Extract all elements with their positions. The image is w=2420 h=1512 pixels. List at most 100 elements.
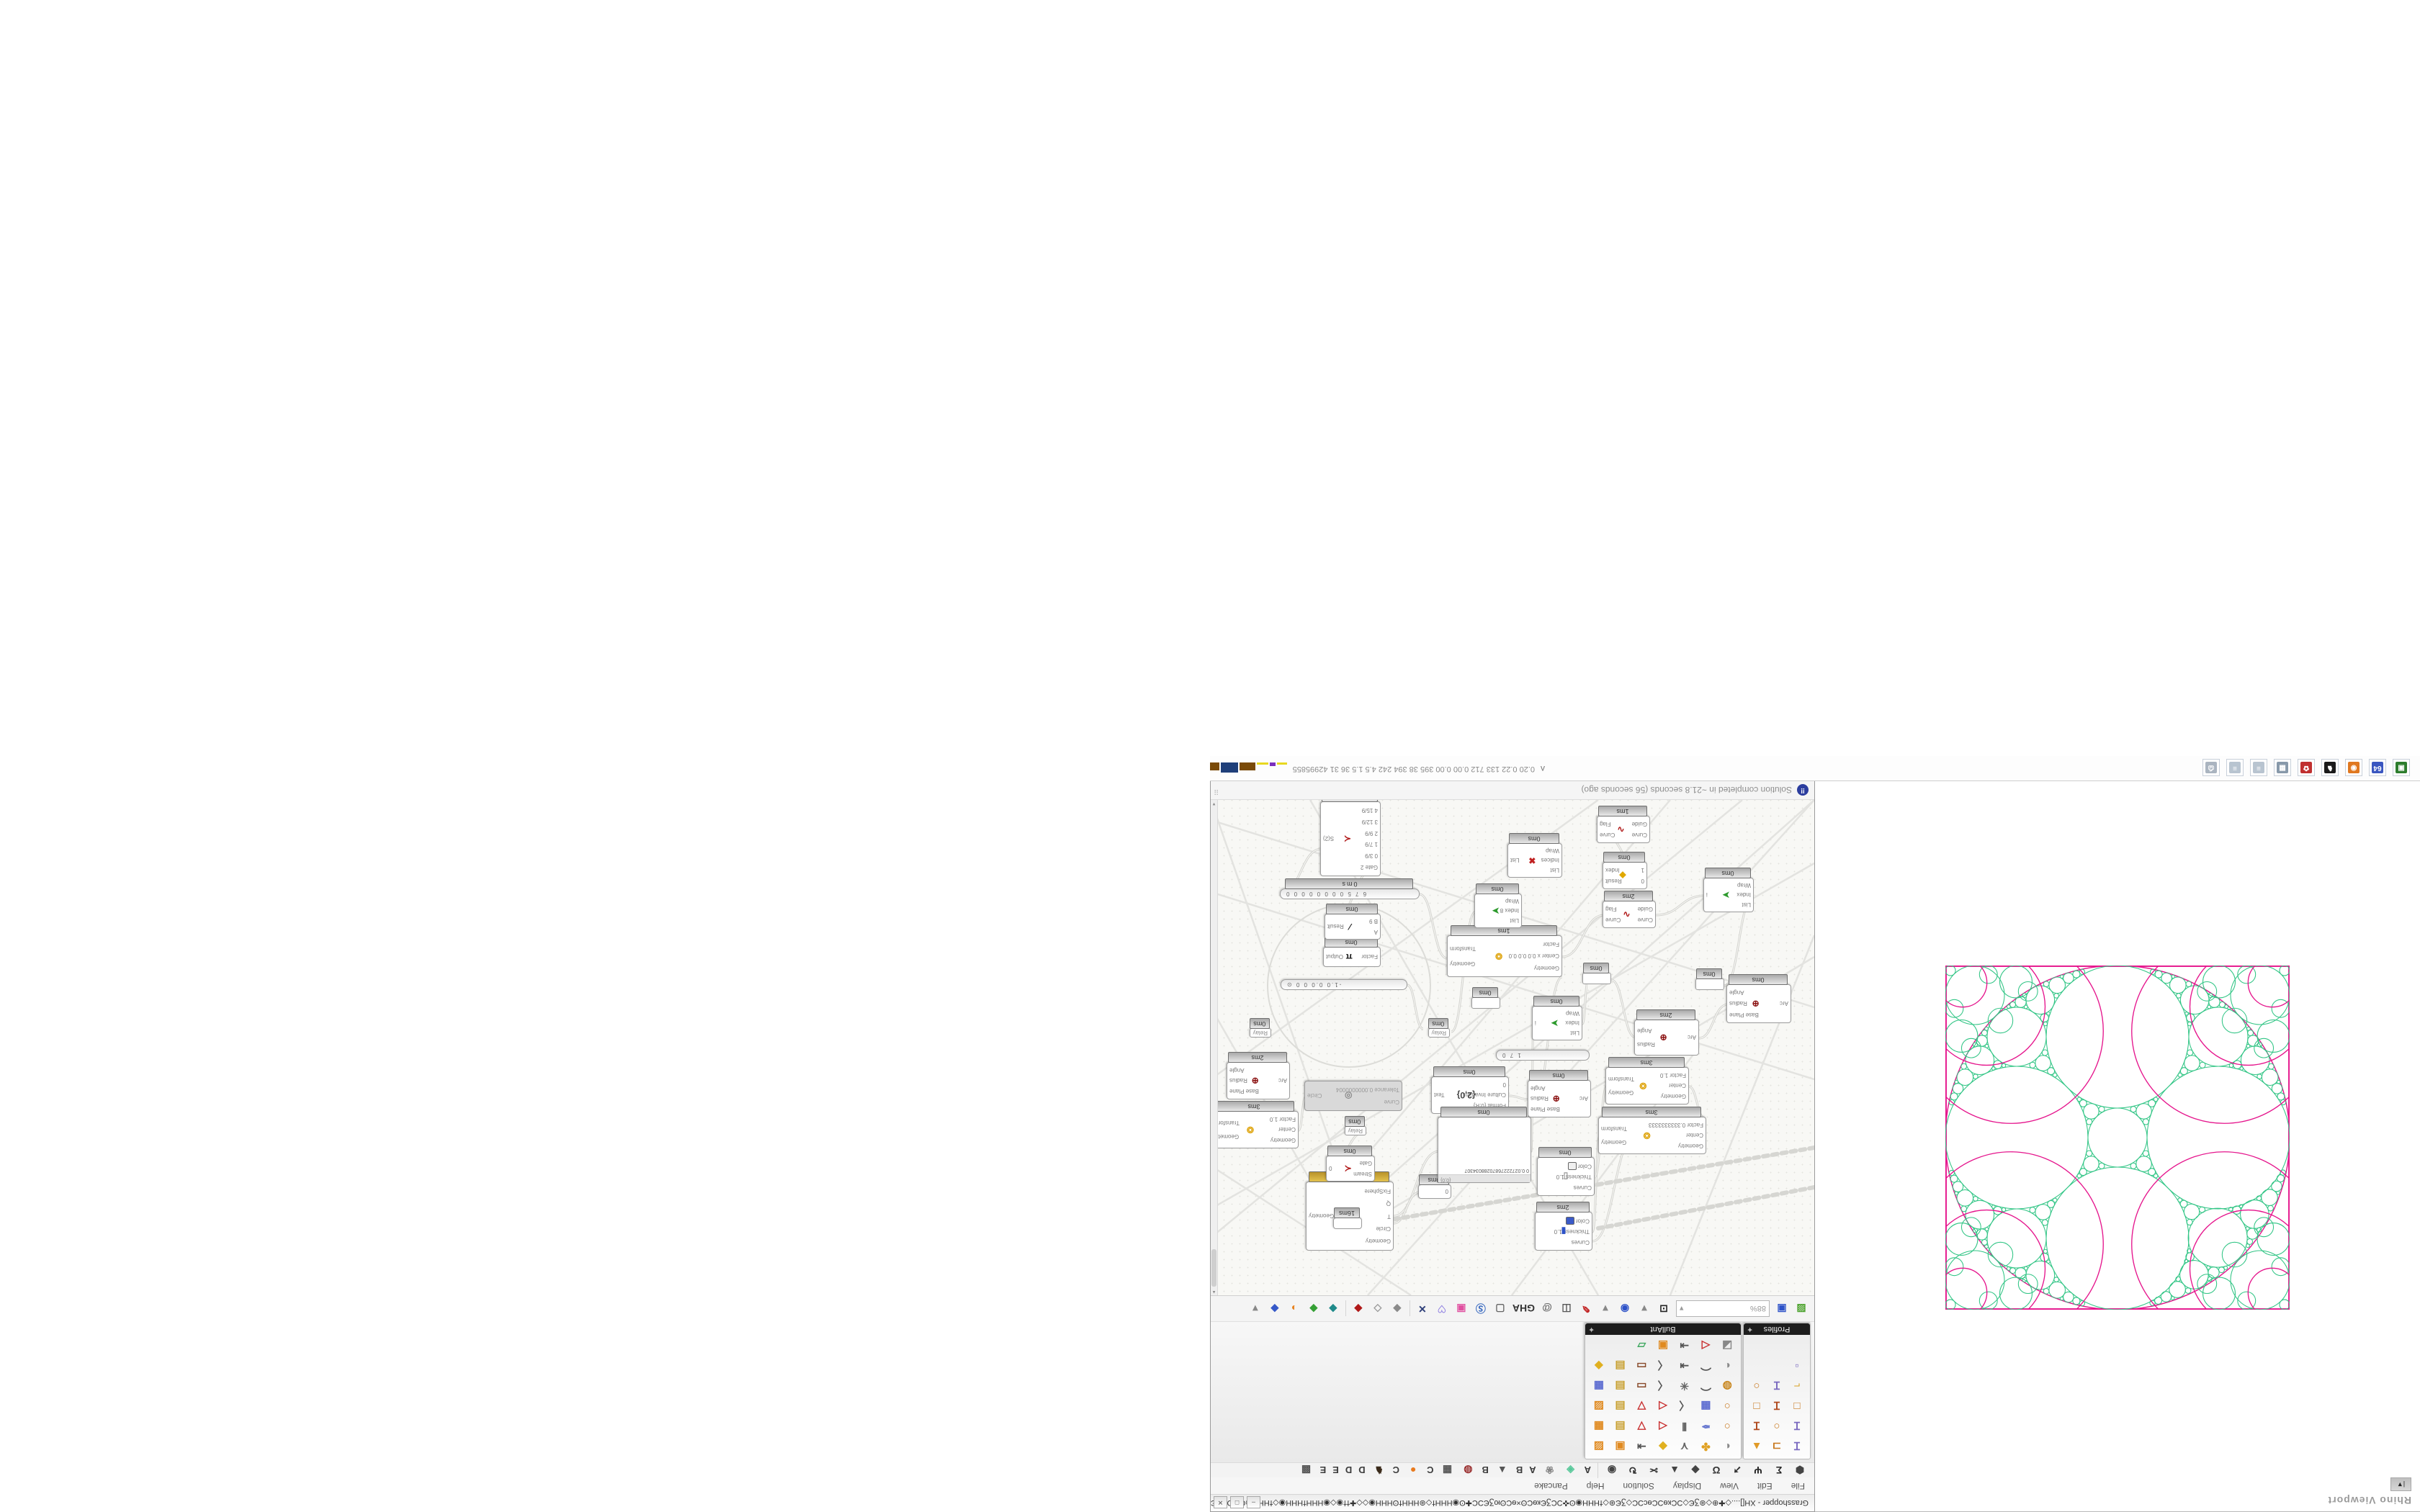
- menu-item-view[interactable]: View: [1720, 1481, 1739, 1491]
- plugin-tab[interactable]: A: [1584, 1464, 1591, 1476]
- gh-node[interactable]: Arc Radius Angle ⊕ 2ms: [1634, 1009, 1699, 1056]
- plugin-tab[interactable]: ▲: [1497, 1464, 1507, 1476]
- remote-icon[interactable]: @: [1542, 1302, 1552, 1315]
- palette-component-icon[interactable]: ◆: [1659, 1440, 1667, 1452]
- palette-component-icon[interactable]: ○: [1724, 1420, 1731, 1433]
- category-tab-icon[interactable]: ➚: [1733, 1464, 1742, 1477]
- plugin-tab[interactable]: ●: [1410, 1464, 1417, 1476]
- preview-wire-gem-icon[interactable]: ◇: [1373, 1303, 1382, 1315]
- gh-node[interactable]: Curves Thickness 1.0 Color ▮ 2ms: [1535, 1202, 1592, 1251]
- scroll-up-icon[interactable]: ▲: [1211, 1290, 1216, 1294]
- jump-node[interactable]: 0ms: [1695, 968, 1724, 990]
- menu-item-help[interactable]: Help: [1586, 1481, 1605, 1491]
- category-tab-icon[interactable]: Σ: [1775, 1464, 1783, 1476]
- scroll-thumb[interactable]: [1211, 1249, 1216, 1287]
- plugin-tab[interactable]: E: [1332, 1464, 1339, 1476]
- open-file-icon[interactable]: ▨: [1796, 1303, 1806, 1315]
- palette-component-icon[interactable]: ▽: [1637, 1420, 1646, 1432]
- palette-component-icon[interactable]: ○: [1724, 1400, 1731, 1413]
- palette-component-icon[interactable]: ▨: [1593, 1400, 1604, 1412]
- viewport-dropdown-button[interactable]: |▼: [2390, 1477, 2411, 1491]
- color-swatch[interactable]: [1567, 1161, 1577, 1170]
- palette-component-icon[interactable]: ⌐: [1793, 1380, 1801, 1392]
- gha-icon[interactable]: GHA: [1512, 1302, 1535, 1315]
- color-swatch[interactable]: [1565, 1216, 1574, 1225]
- palette-component-icon[interactable]: ◐: [1724, 1440, 1731, 1453]
- palette-component-icon[interactable]: Ｉ: [1791, 1419, 1803, 1432]
- resize-grip[interactable]: ⠿: [1213, 787, 1219, 795]
- palette-component-icon[interactable]: □: [1793, 1400, 1801, 1413]
- gem-orange-icon[interactable]: ◑: [1291, 1302, 1298, 1315]
- palette-component-icon[interactable]: ▲: [1751, 1440, 1762, 1453]
- palette-expand-icon[interactable]: ✦: [1747, 1325, 1754, 1333]
- gh-node[interactable]: List Index 8 Wrap ➤ 0ms: [1474, 883, 1522, 928]
- preview-eye-icon[interactable]: ◉: [1620, 1303, 1630, 1315]
- search-icon[interactable]: Ⓢ: [1475, 1302, 1486, 1315]
- gh-node[interactable]: Curve Guide Curve Flag ∿ 1ms: [1597, 806, 1650, 843]
- taskbar-app-icon[interactable]: ≡: [2250, 759, 2267, 776]
- palette-component-icon[interactable]: ◁: [1659, 1400, 1667, 1412]
- gem-teal-icon[interactable]: ◆: [1329, 1303, 1337, 1315]
- palette-component-icon[interactable]: ⇥: [1680, 1339, 1690, 1351]
- taskbar-app-icon[interactable]: ▣: [2393, 759, 2410, 776]
- menu-item-pancake[interactable]: Pancake: [1534, 1481, 1568, 1491]
- palette-component-icon[interactable]: ▤: [1615, 1400, 1626, 1412]
- gh-node[interactable]: Curve Guide Curve Flag ∿ 2ms: [1603, 891, 1656, 928]
- gh-node[interactable]: List Index Wrap i ➤ 0ms: [1532, 996, 1582, 1040]
- gh-node[interactable]: Curves Thickness 1.0 Color ▯ 0ms: [1537, 1147, 1595, 1196]
- palette-component-icon[interactable]: ◆: [1595, 1359, 1603, 1372]
- palette-component-icon[interactable]: ⋎: [1680, 1440, 1689, 1452]
- category-tab-icon[interactable]: ✂: [1649, 1464, 1658, 1477]
- dropdown-caret[interactable]: ▾: [1603, 1303, 1608, 1315]
- palette-component-icon[interactable]: ⇥: [1680, 1359, 1690, 1372]
- menu-item-display[interactable]: Display: [1672, 1481, 1702, 1491]
- palette-component-icon[interactable]: ⊐: [1772, 1440, 1782, 1452]
- palette-component-icon[interactable]: ▨: [1593, 1440, 1604, 1452]
- gem-green-icon[interactable]: ◆: [1309, 1303, 1318, 1315]
- palette-title[interactable]: BullAnt ✦: [1585, 1323, 1741, 1335]
- palette-component-icon[interactable]: ▫: [1795, 1359, 1799, 1372]
- save-file-icon[interactable]: ▣: [1777, 1303, 1787, 1315]
- palette-component-icon[interactable]: ▤: [1615, 1380, 1626, 1392]
- palette-component-icon[interactable]: ▭: [1636, 1380, 1647, 1392]
- palette-component-icon[interactable]: ⦀: [1682, 1420, 1688, 1433]
- palette-component-icon[interactable]: ⌒: [1700, 1379, 1711, 1392]
- exit-icon[interactable]: ◫: [1561, 1303, 1572, 1315]
- menu-item-edit[interactable]: Edit: [1757, 1481, 1773, 1491]
- palette-component-icon[interactable]: 〈: [1657, 1359, 1669, 1372]
- gh-node[interactable]: Stream Gate 0 ≺ 0ms: [1326, 1146, 1375, 1182]
- plugin-tab[interactable]: D: [1358, 1464, 1366, 1476]
- window-icon[interactable]: ▢: [1495, 1303, 1505, 1315]
- jump-node[interactable]: 0ms: [1471, 987, 1500, 1009]
- palette-component-icon[interactable]: ✤: [1701, 1440, 1711, 1452]
- gh-node[interactable]: 16ms: [1333, 1207, 1362, 1229]
- taskbar-app-icon[interactable]: ✿: [2298, 759, 2315, 776]
- plugin-tab[interactable]: ▦: [1442, 1464, 1453, 1477]
- data-panel[interactable]: {0;0}0 0.02722276870288034307 0ms: [1438, 1107, 1531, 1183]
- palette-component-icon[interactable]: ▦: [1593, 1380, 1604, 1392]
- dropdown-caret[interactable]: ▾: [1252, 1303, 1258, 1315]
- sketch-tool-icon[interactable]: ✎: [1582, 1303, 1590, 1315]
- plugin-tab[interactable]: ▩: [1301, 1464, 1312, 1477]
- palette-component-icon[interactable]: ▤: [1615, 1420, 1626, 1432]
- plugin-tab[interactable]: ◍: [1464, 1464, 1473, 1477]
- plugin-tab[interactable]: C: [1427, 1464, 1434, 1476]
- node-canvas[interactable]: Curves Thickness 1.0 Color ▮ 2ms Curves Thick…: [1211, 800, 1814, 1295]
- taskbar-app-icon[interactable]: ≡: [2226, 759, 2244, 776]
- palette-component-icon[interactable]: Ｉ: [1751, 1419, 1762, 1432]
- palette-component-icon[interactable]: ▦: [1700, 1400, 1711, 1412]
- jump-node[interactable]: 0ms: [1582, 963, 1611, 984]
- zoom-extents-icon[interactable]: ⊡: [1659, 1303, 1668, 1315]
- number-slider[interactable]: 1 7 0: [1496, 1050, 1590, 1061]
